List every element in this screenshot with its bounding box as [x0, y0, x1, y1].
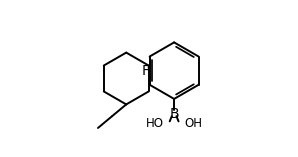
Text: HO: HO [146, 117, 164, 130]
Text: B: B [169, 107, 179, 121]
Text: F: F [142, 65, 150, 78]
Text: OH: OH [184, 117, 202, 130]
